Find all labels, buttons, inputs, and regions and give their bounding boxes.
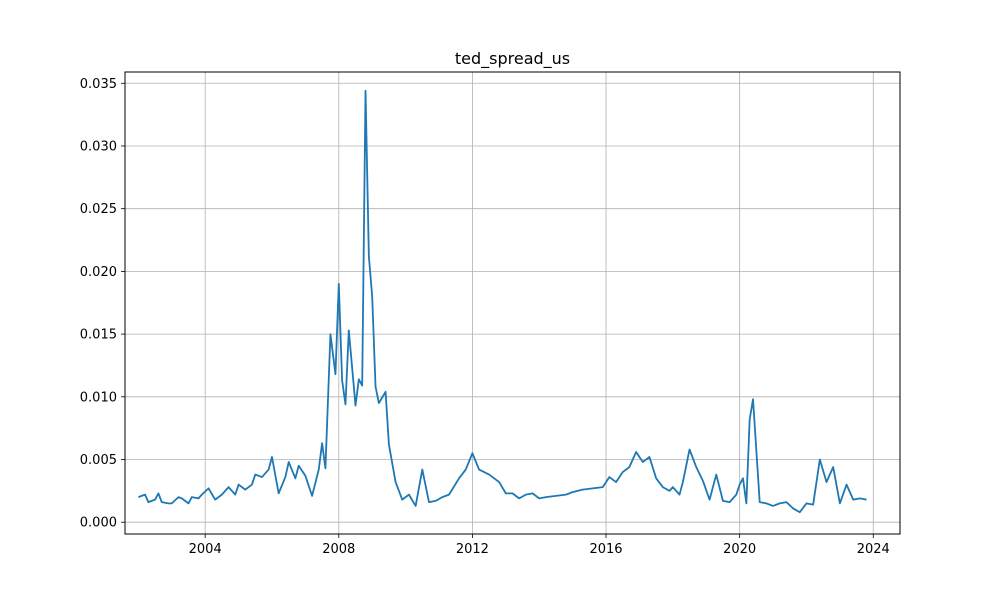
y-tick-label: 0.025 <box>80 202 117 217</box>
y-tick-label: 0.005 <box>80 453 117 468</box>
y-tick-label: 0.010 <box>80 390 117 405</box>
x-tick-label: 2016 <box>589 542 622 557</box>
series-line <box>138 89 867 514</box>
x-tick-label: 2008 <box>322 542 355 557</box>
x-tick-label: 2004 <box>189 542 222 557</box>
y-tick-label: 0.035 <box>80 77 117 92</box>
y-tick-label: 0.020 <box>80 265 117 280</box>
series-layer <box>138 89 867 514</box>
x-axis: 2004 2008 2012 2016 2020 2024 <box>189 534 890 557</box>
plot-frame <box>124 71 901 535</box>
x-tick-label: 2024 <box>857 542 890 557</box>
y-tick-label: 0.030 <box>80 139 117 154</box>
chart-title: ted_spread_us <box>455 49 570 69</box>
x-tick-label: 2020 <box>723 542 756 557</box>
x-tick-label: 2012 <box>456 542 489 557</box>
y-axis: 0.000 0.005 0.010 0.015 0.020 0.025 0.030 0.035 <box>80 77 125 531</box>
y-tick-label: 0.015 <box>80 328 117 343</box>
y-tick-label: 0.000 <box>80 516 117 531</box>
grid <box>125 72 900 534</box>
